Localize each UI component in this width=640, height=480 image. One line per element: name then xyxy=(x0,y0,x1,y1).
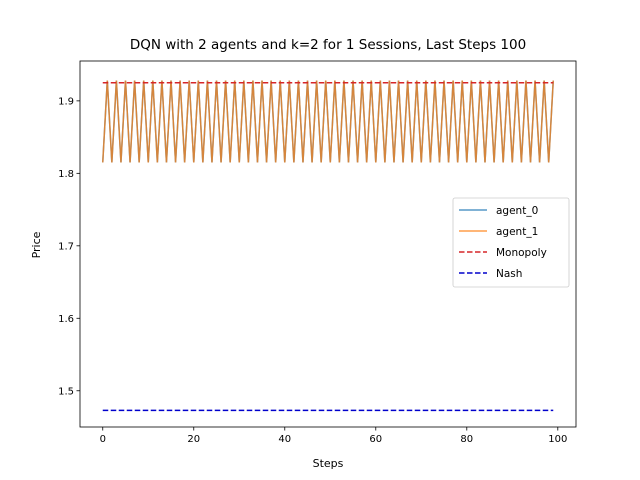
chart-title: DQN with 2 agents and k=2 for 1 Sessions… xyxy=(130,37,526,53)
x-tick-label: 60 xyxy=(369,434,382,445)
y-axis: 1.5 1.6 1.7 1.8 1.9 xyxy=(58,96,80,397)
y-tick-label: 1.6 xyxy=(58,314,74,325)
y-tick-label: 1.5 xyxy=(58,386,74,397)
x-tick-label: 80 xyxy=(460,434,473,445)
y-tick-label: 1.7 xyxy=(58,241,74,252)
legend-label-agent_0: agent_0 xyxy=(496,205,538,217)
y-tick-label: 1.9 xyxy=(58,96,74,107)
legend: agent_0 agent_1 Monopoly Nash xyxy=(452,197,570,288)
x-axis: 0 20 40 60 80 100 xyxy=(100,427,567,445)
legend-label-Monopoly: Monopoly xyxy=(496,247,547,259)
x-tick-label: 40 xyxy=(278,434,291,445)
series-agent_1-line xyxy=(102,80,554,163)
x-tick-label: 100 xyxy=(548,434,567,445)
x-tick-label: 0 xyxy=(100,434,106,445)
axes-frame xyxy=(79,60,577,428)
x-tick-label: 20 xyxy=(187,434,200,445)
x-axis-label: Steps xyxy=(313,457,344,470)
plot-area xyxy=(79,60,577,428)
legend-label-Nash: Nash xyxy=(496,268,522,280)
legend-label-agent_1: agent_1 xyxy=(496,226,538,238)
y-tick-label: 1.8 xyxy=(58,169,74,180)
y-axis-label: Price xyxy=(30,231,43,258)
legend-box xyxy=(452,197,570,288)
